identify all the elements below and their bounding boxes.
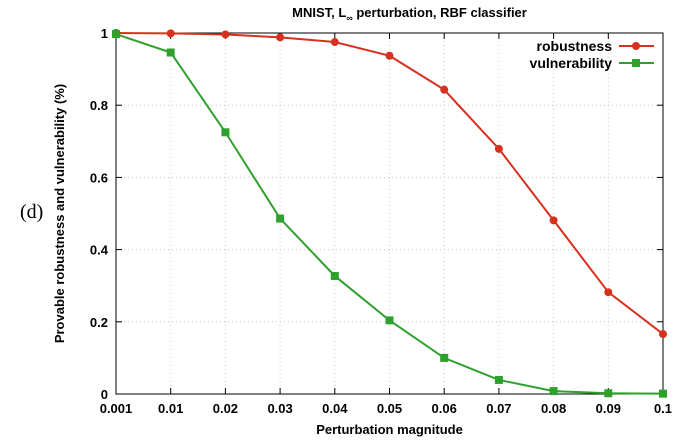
robustness-point xyxy=(659,330,667,339)
chart-title-rest: perturbation, RBF classifier xyxy=(353,5,527,20)
x-tick-label: 0.1 xyxy=(654,401,672,416)
robustness-point xyxy=(166,29,175,38)
series-vulnerability xyxy=(112,30,667,398)
x-tick-label: 0.03 xyxy=(267,401,292,416)
legend-label-robustness: robustness xyxy=(537,38,613,54)
robustness-point xyxy=(330,38,339,47)
robustness-point xyxy=(604,288,613,297)
vulnerability-point xyxy=(494,375,503,384)
y-tick-label: 0.4 xyxy=(90,243,109,258)
robustness-point xyxy=(276,33,285,42)
legend-marker-vulnerability xyxy=(632,59,640,67)
robustness-point xyxy=(440,85,449,94)
x-tick-label: 0.01 xyxy=(158,401,183,416)
series-robustness xyxy=(112,29,667,339)
robustness-line xyxy=(115,32,664,335)
y-tick-label: 0.8 xyxy=(90,98,108,113)
x-tick-label: 0.02 xyxy=(213,401,238,416)
x-tick-label: 0.06 xyxy=(432,401,457,416)
robustness-point xyxy=(494,144,503,153)
vulnerability-point xyxy=(440,353,449,362)
y-tick-label: 0 xyxy=(101,387,108,402)
chart-title-main: MNIST, L xyxy=(292,5,346,20)
panel-label: (d) xyxy=(20,201,44,223)
x-tick-label: 0.04 xyxy=(322,401,348,416)
vulnerability-point xyxy=(221,128,230,137)
robustness-point xyxy=(221,30,230,39)
x-tick-label: 0.001 xyxy=(100,401,133,416)
chart-title: MNIST, L∞ perturbation, RBF classifier xyxy=(292,5,527,23)
vulnerability-point xyxy=(385,316,394,325)
legend-label-vulnerability: vulnerability xyxy=(530,55,613,71)
y-tick-label: 1 xyxy=(101,26,108,41)
y-axis-title: Provable robustness and vulnerability (%… xyxy=(52,84,67,343)
x-axis-ticks: 0.001 0.01 0.02 0.03 0.04 0.05 0.06 0.07 0.08 0.0… xyxy=(100,33,672,416)
y-tick-label: 0.6 xyxy=(90,170,108,185)
x-tick-label: 0.05 xyxy=(377,401,402,416)
x-axis-title: Perturbation magnitude xyxy=(316,422,463,437)
vulnerability-point xyxy=(659,389,667,398)
x-tick-label: 0.09 xyxy=(596,401,621,416)
y-axis-ticks: 0 0.2 0.4 0.6 0.8 1 xyxy=(90,26,663,402)
grid xyxy=(116,33,663,394)
vulnerability-point xyxy=(604,389,613,398)
robustness-point xyxy=(385,51,394,60)
x-tick-label: 0.07 xyxy=(486,401,511,416)
vulnerability-point xyxy=(166,48,175,57)
robustness-point xyxy=(549,216,558,225)
y-tick-label: 0.2 xyxy=(90,315,108,330)
x-tick-label: 0.08 xyxy=(541,401,566,416)
chart-title-subscript: ∞ xyxy=(346,13,353,23)
vulnerability-point xyxy=(112,30,120,39)
vulnerability-point xyxy=(276,214,285,223)
series-group xyxy=(112,29,667,398)
legend-marker-robustness xyxy=(632,42,640,50)
vulnerability-point xyxy=(330,271,339,280)
vulnerability-point xyxy=(549,387,558,396)
